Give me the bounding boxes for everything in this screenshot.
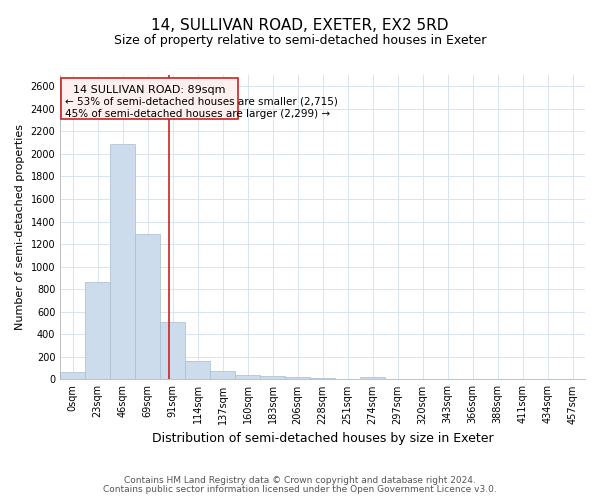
Bar xyxy=(285,377,310,380)
FancyBboxPatch shape xyxy=(61,78,238,119)
Text: Contains HM Land Registry data © Crown copyright and database right 2024.: Contains HM Land Registry data © Crown c… xyxy=(124,476,476,485)
Text: 14, SULLIVAN ROAD, EXETER, EX2 5RD: 14, SULLIVAN ROAD, EXETER, EX2 5RD xyxy=(151,18,449,32)
Text: Size of property relative to semi-detached houses in Exeter: Size of property relative to semi-detach… xyxy=(114,34,486,47)
Text: ← 53% of semi-detached houses are smaller (2,715): ← 53% of semi-detached houses are smalle… xyxy=(65,97,338,107)
Bar xyxy=(260,376,285,380)
Text: 14 SULLIVAN ROAD: 89sqm: 14 SULLIVAN ROAD: 89sqm xyxy=(73,85,226,95)
X-axis label: Distribution of semi-detached houses by size in Exeter: Distribution of semi-detached houses by … xyxy=(152,432,493,445)
Y-axis label: Number of semi-detached properties: Number of semi-detached properties xyxy=(15,124,25,330)
Bar xyxy=(160,322,185,380)
Text: Contains public sector information licensed under the Open Government Licence v3: Contains public sector information licen… xyxy=(103,485,497,494)
Text: 45% of semi-detached houses are larger (2,299) →: 45% of semi-detached houses are larger (… xyxy=(65,109,330,119)
Bar xyxy=(85,282,110,380)
Bar xyxy=(310,378,335,380)
Bar xyxy=(110,144,135,380)
Bar xyxy=(235,376,260,380)
Bar xyxy=(60,372,85,380)
Bar xyxy=(135,234,160,380)
Bar xyxy=(210,371,235,380)
Bar xyxy=(360,377,385,380)
Bar xyxy=(185,362,210,380)
Bar xyxy=(335,379,360,380)
